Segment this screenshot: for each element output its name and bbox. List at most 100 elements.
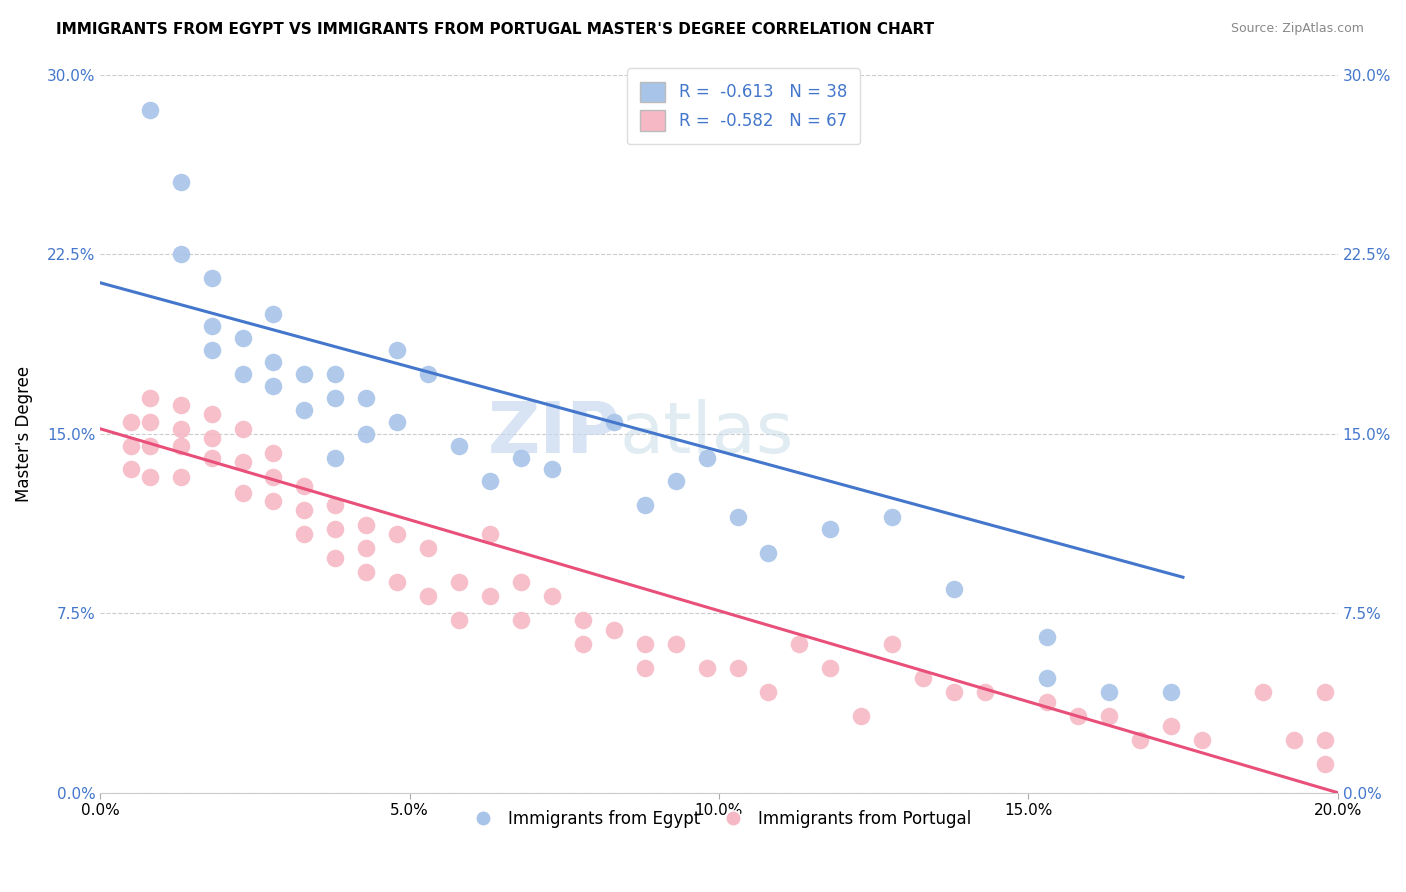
Point bbox=[665, 637, 688, 651]
Legend: Immigrants from Egypt, Immigrants from Portugal: Immigrants from Egypt, Immigrants from P… bbox=[460, 804, 979, 835]
Point bbox=[387, 343, 409, 357]
Point bbox=[294, 402, 316, 417]
Point bbox=[325, 391, 347, 405]
Point bbox=[170, 439, 193, 453]
Point bbox=[1067, 709, 1090, 723]
Point bbox=[479, 527, 502, 541]
Point bbox=[820, 522, 842, 536]
Point bbox=[449, 613, 471, 627]
Point bbox=[232, 331, 254, 345]
Point bbox=[325, 450, 347, 465]
Point bbox=[120, 415, 142, 429]
Point bbox=[232, 367, 254, 381]
Point bbox=[139, 391, 162, 405]
Y-axis label: Master's Degree: Master's Degree bbox=[15, 366, 32, 501]
Point bbox=[170, 247, 193, 261]
Point bbox=[541, 462, 564, 476]
Point bbox=[1315, 685, 1337, 699]
Point bbox=[263, 493, 285, 508]
Point bbox=[387, 574, 409, 589]
Point bbox=[1098, 709, 1121, 723]
Point bbox=[479, 590, 502, 604]
Point bbox=[1036, 630, 1059, 644]
Point bbox=[1315, 733, 1337, 747]
Point bbox=[170, 469, 193, 483]
Point bbox=[263, 307, 285, 321]
Point bbox=[820, 661, 842, 675]
Point bbox=[232, 422, 254, 436]
Point bbox=[294, 527, 316, 541]
Point bbox=[758, 685, 780, 699]
Point bbox=[851, 709, 873, 723]
Point bbox=[325, 522, 347, 536]
Point bbox=[1315, 756, 1337, 771]
Text: Source: ZipAtlas.com: Source: ZipAtlas.com bbox=[1230, 22, 1364, 36]
Point bbox=[418, 367, 440, 381]
Point bbox=[263, 355, 285, 369]
Point bbox=[943, 582, 966, 597]
Point bbox=[294, 503, 316, 517]
Point bbox=[449, 439, 471, 453]
Text: IMMIGRANTS FROM EGYPT VS IMMIGRANTS FROM PORTUGAL MASTER'S DEGREE CORRELATION CH: IMMIGRANTS FROM EGYPT VS IMMIGRANTS FROM… bbox=[56, 22, 935, 37]
Point bbox=[449, 574, 471, 589]
Point bbox=[1129, 733, 1152, 747]
Point bbox=[727, 661, 749, 675]
Point bbox=[325, 499, 347, 513]
Point bbox=[634, 637, 657, 651]
Point bbox=[603, 415, 626, 429]
Point bbox=[1036, 671, 1059, 685]
Point bbox=[912, 671, 935, 685]
Point bbox=[325, 367, 347, 381]
Point bbox=[634, 499, 657, 513]
Point bbox=[263, 469, 285, 483]
Point bbox=[387, 527, 409, 541]
Point bbox=[479, 475, 502, 489]
Point bbox=[1160, 718, 1182, 732]
Point bbox=[294, 479, 316, 493]
Point bbox=[356, 391, 378, 405]
Point bbox=[696, 661, 718, 675]
Point bbox=[356, 517, 378, 532]
Point bbox=[974, 685, 997, 699]
Point bbox=[232, 486, 254, 500]
Point bbox=[634, 661, 657, 675]
Point bbox=[510, 613, 533, 627]
Point bbox=[1191, 733, 1213, 747]
Point bbox=[263, 378, 285, 392]
Point bbox=[139, 415, 162, 429]
Point bbox=[1284, 733, 1306, 747]
Point bbox=[294, 367, 316, 381]
Point bbox=[201, 431, 224, 445]
Point bbox=[541, 590, 564, 604]
Point bbox=[510, 450, 533, 465]
Point bbox=[418, 541, 440, 556]
Point bbox=[201, 408, 224, 422]
Text: atlas: atlas bbox=[620, 399, 794, 468]
Point bbox=[1253, 685, 1275, 699]
Point bbox=[882, 510, 904, 524]
Point bbox=[120, 462, 142, 476]
Point bbox=[665, 475, 688, 489]
Point bbox=[201, 343, 224, 357]
Point bbox=[356, 541, 378, 556]
Point bbox=[356, 426, 378, 441]
Point bbox=[696, 450, 718, 465]
Point bbox=[120, 439, 142, 453]
Point bbox=[510, 574, 533, 589]
Point bbox=[758, 546, 780, 560]
Point bbox=[882, 637, 904, 651]
Point bbox=[789, 637, 811, 651]
Point bbox=[170, 398, 193, 412]
Point bbox=[263, 446, 285, 460]
Point bbox=[232, 455, 254, 469]
Point bbox=[603, 623, 626, 637]
Text: ZIP: ZIP bbox=[488, 399, 620, 468]
Point bbox=[139, 469, 162, 483]
Point bbox=[572, 613, 595, 627]
Point bbox=[139, 439, 162, 453]
Point bbox=[1160, 685, 1182, 699]
Point bbox=[170, 422, 193, 436]
Point bbox=[572, 637, 595, 651]
Point bbox=[1036, 695, 1059, 709]
Point bbox=[170, 175, 193, 189]
